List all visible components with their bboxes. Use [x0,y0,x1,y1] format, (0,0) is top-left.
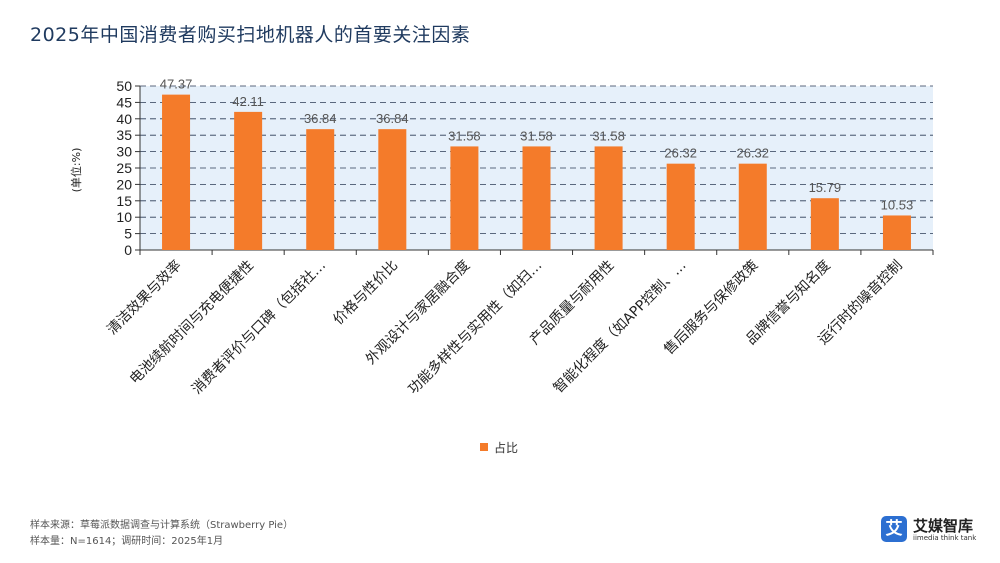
data-label: 31.58 [520,128,553,143]
y-tick-label: 50 [116,78,132,94]
legend-swatch [480,443,488,451]
bar [738,163,767,250]
data-label: 31.58 [592,128,625,143]
x-category-label: 清洁效果与效率 [104,257,185,338]
brand-logo: 艾 艾媒智库 iimedia think tank [881,516,981,544]
x-category-label: 价格与性价比 [330,258,401,329]
logo-name: 艾媒智库 [913,517,974,535]
y-tick-label: 30 [116,144,132,160]
x-category-label: 电池续航时间与充电便捷性 [126,257,257,388]
sample-note: 样本量：N=1614；调研时间：2025年1月 [30,536,224,547]
bar [666,163,695,250]
bar [450,146,479,250]
x-category-label: 功能多样性与实用性（如扫… [405,257,546,398]
bar [306,129,335,250]
bar [882,215,911,250]
bar [594,146,623,250]
data-label: 10.53 [881,197,914,212]
data-label: 26.32 [736,146,769,161]
x-category-label: 消费者评价与口碑（包括社… [189,258,329,398]
x-category-label: 智能化程度（如APP控制、… [551,258,690,397]
source-note: 样本来源：草莓派数据调查与计算系统（Strawberry Pie） [30,520,294,531]
y-tick-label: 0 [124,242,132,258]
bar [234,111,263,250]
bar [378,129,407,250]
y-tick-label: 10 [116,209,132,225]
data-label: 31.58 [448,128,481,143]
chart-title: 2025年中国消费者购买扫地机器人的首要关注因素 [30,24,471,46]
data-label: 42.11 [232,94,264,109]
bar [522,146,551,250]
y-tick-label: 20 [116,176,132,192]
y-tick-label: 35 [116,127,132,143]
data-label: 26.32 [664,146,697,161]
data-label: 36.84 [304,111,337,126]
y-tick-label: 5 [124,226,132,242]
y-tick-label: 25 [116,160,132,176]
y-tick-label: 40 [116,111,132,127]
y-axis-label: (单位:%) [69,148,83,193]
data-label: 47.37 [160,77,193,92]
y-tick-label: 15 [116,193,132,209]
legend-label: 占比 [494,440,518,455]
logo-subtitle: iimedia think tank [913,534,977,542]
y-tick-label: 45 [116,94,132,110]
bar [810,198,839,250]
data-label: 36.84 [376,111,409,126]
data-label: 15.79 [809,180,842,195]
bar [162,94,191,250]
logo-mark-icon: 艾 [881,516,907,542]
